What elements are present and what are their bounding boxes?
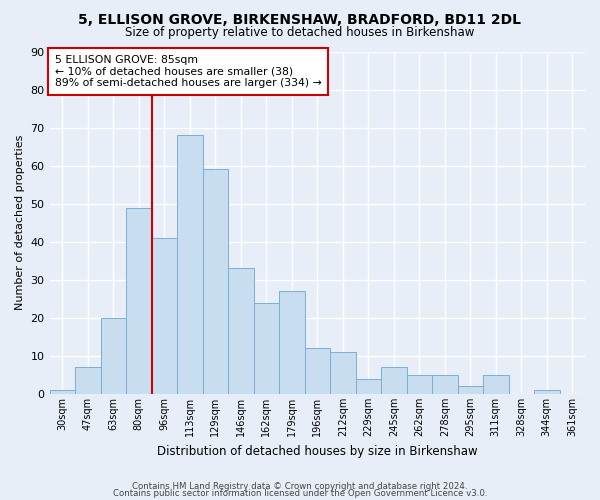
Bar [407, 375, 432, 394]
Bar [305, 348, 330, 394]
X-axis label: Distribution of detached houses by size in Birkenshaw: Distribution of detached houses by size … [157, 444, 478, 458]
Y-axis label: Number of detached properties: Number of detached properties [15, 135, 25, 310]
Bar [432, 375, 458, 394]
Text: Contains HM Land Registry data © Crown copyright and database right 2024.: Contains HM Land Registry data © Crown c… [132, 482, 468, 491]
Bar [101, 318, 126, 394]
Bar [356, 379, 381, 394]
Bar [381, 368, 407, 394]
Bar [228, 268, 254, 394]
Bar [534, 390, 560, 394]
Bar [279, 292, 305, 394]
Bar [177, 135, 203, 394]
Bar [152, 238, 177, 394]
Bar [75, 368, 101, 394]
Text: 5, ELLISON GROVE, BIRKENSHAW, BRADFORD, BD11 2DL: 5, ELLISON GROVE, BIRKENSHAW, BRADFORD, … [79, 12, 521, 26]
Text: 5 ELLISON GROVE: 85sqm
← 10% of detached houses are smaller (38)
89% of semi-det: 5 ELLISON GROVE: 85sqm ← 10% of detached… [55, 55, 322, 88]
Bar [254, 302, 279, 394]
Bar [330, 352, 356, 394]
Text: Size of property relative to detached houses in Birkenshaw: Size of property relative to detached ho… [125, 26, 475, 39]
Bar [458, 386, 483, 394]
Bar [126, 208, 152, 394]
Bar [50, 390, 75, 394]
Bar [483, 375, 509, 394]
Bar [203, 170, 228, 394]
Text: Contains public sector information licensed under the Open Government Licence v3: Contains public sector information licen… [113, 490, 487, 498]
